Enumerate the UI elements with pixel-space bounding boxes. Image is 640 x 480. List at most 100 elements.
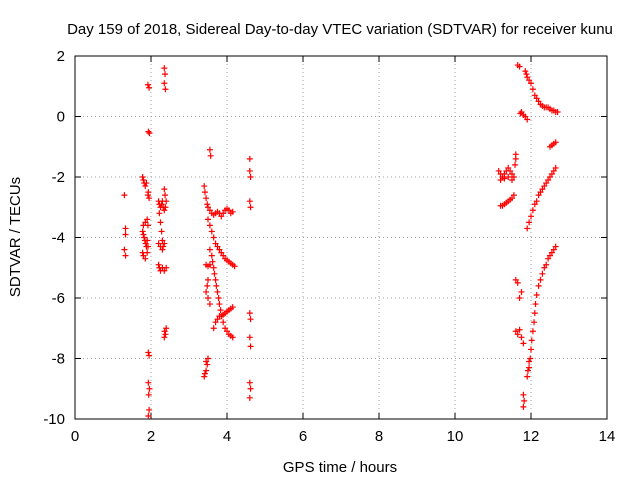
data-point	[535, 282, 542, 289]
data-point	[142, 255, 149, 262]
data-point	[535, 98, 542, 105]
data-point	[231, 263, 238, 270]
data-point	[204, 282, 211, 289]
data-point	[142, 219, 149, 226]
data-point	[547, 252, 553, 259]
data-point	[225, 207, 232, 214]
data-point	[156, 210, 163, 217]
data-point	[520, 340, 527, 347]
data-point	[155, 261, 162, 268]
data-point	[545, 255, 552, 262]
data-point	[218, 213, 225, 220]
data-point	[550, 167, 557, 174]
data-point	[527, 355, 534, 362]
data-point	[140, 231, 147, 238]
data-point	[548, 170, 555, 177]
data-point	[157, 243, 164, 250]
data-point	[146, 352, 153, 359]
data-point	[545, 177, 552, 184]
data-point	[543, 180, 550, 187]
y-tick-label: -4	[52, 230, 65, 247]
y-tick-label: -2	[52, 169, 65, 186]
x-tick-label: 2	[147, 428, 155, 445]
y-axis: 2 0 -2 -4 -6 -8 -10	[43, 48, 607, 428]
data-point	[531, 201, 538, 208]
data-point	[524, 74, 531, 81]
data-point	[514, 331, 521, 338]
data-point	[146, 406, 153, 413]
data-point	[247, 316, 254, 323]
data-point	[204, 361, 211, 368]
data-point	[552, 243, 559, 250]
data-point	[203, 367, 210, 374]
data-point	[146, 84, 153, 91]
data-point	[146, 130, 153, 137]
data-point	[246, 310, 253, 317]
data-point	[206, 146, 213, 153]
data-point	[224, 328, 230, 335]
data-point	[532, 301, 539, 308]
data-point	[210, 234, 217, 241]
data-point	[505, 174, 512, 180]
data-point	[163, 198, 170, 205]
data-point	[547, 174, 553, 180]
data-point	[529, 86, 536, 93]
data-point	[541, 264, 548, 271]
data-point	[220, 210, 227, 217]
data-point	[539, 270, 546, 277]
data-point	[159, 246, 166, 253]
data-point	[533, 95, 540, 102]
data-point	[229, 304, 236, 311]
data-point	[518, 288, 525, 295]
grid	[75, 56, 607, 419]
data-point	[213, 282, 220, 289]
data-point	[512, 151, 519, 158]
data-point	[144, 243, 151, 250]
data-point	[246, 155, 253, 162]
data-point	[501, 175, 508, 182]
data-point	[158, 201, 165, 208]
data-points	[121, 62, 561, 419]
data-point	[528, 337, 535, 344]
data-point	[217, 307, 224, 314]
data-point	[529, 207, 536, 214]
data-point	[144, 237, 151, 244]
data-point	[216, 301, 223, 308]
data-point	[528, 80, 534, 87]
data-point	[201, 183, 208, 190]
x-tick-label: 0	[71, 428, 79, 445]
y-tick-label: 0	[57, 109, 65, 126]
data-point	[246, 394, 253, 401]
data-point	[512, 328, 519, 335]
data-point	[516, 326, 523, 333]
data-point	[209, 258, 216, 265]
data-point	[247, 385, 254, 392]
data-point	[145, 379, 152, 386]
data-point	[535, 192, 542, 199]
data-point	[218, 249, 225, 256]
x-tick-label: 8	[375, 428, 383, 445]
y-tick-label: 2	[57, 48, 65, 65]
data-point	[510, 174, 517, 180]
data-point	[205, 355, 211, 362]
data-point	[144, 249, 151, 256]
data-point	[146, 195, 153, 202]
data-point	[122, 252, 129, 259]
data-point	[543, 261, 550, 268]
data-point	[531, 92, 538, 99]
chart-title: Day 159 of 2018, Sidereal Day-to-day VTE…	[67, 21, 613, 38]
data-point	[201, 189, 208, 196]
data-point	[220, 319, 227, 326]
data-point	[246, 167, 253, 174]
data-point	[139, 228, 146, 235]
data-point	[526, 77, 533, 84]
data-point	[206, 261, 213, 268]
data-point	[497, 177, 504, 184]
data-point	[161, 328, 168, 335]
data-point	[520, 403, 527, 410]
data-point	[246, 379, 253, 386]
data-point	[161, 267, 168, 274]
data-point	[211, 270, 218, 277]
data-point	[140, 252, 147, 259]
data-point	[161, 334, 168, 341]
